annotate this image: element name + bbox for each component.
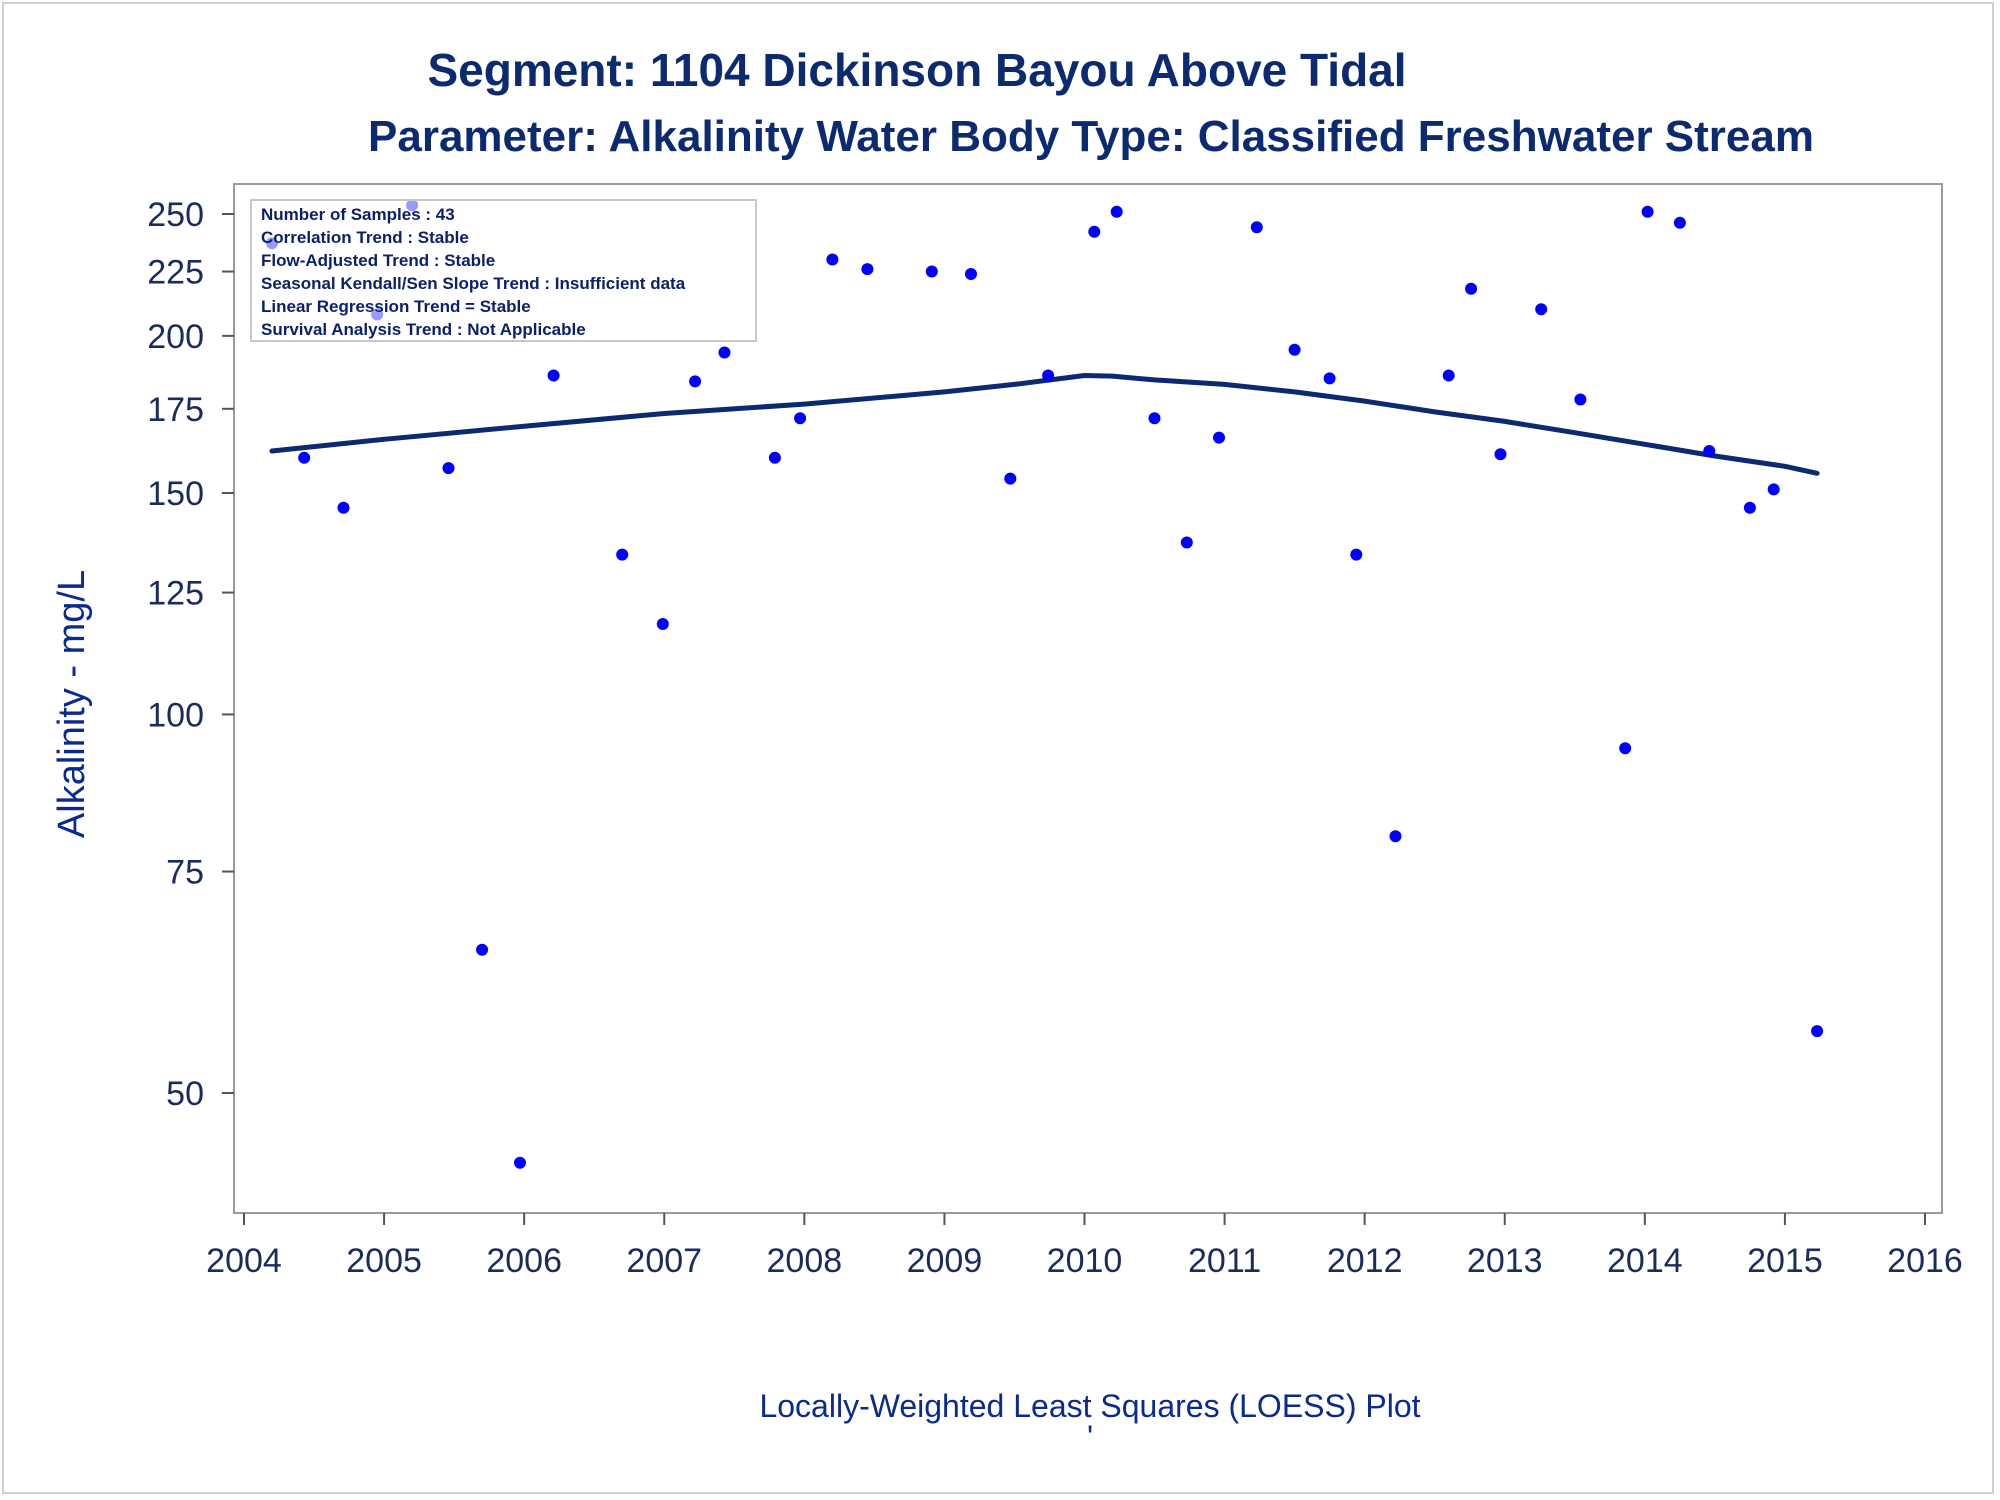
y-tick-label: 100 [147,696,204,734]
loess-layer [269,373,1820,476]
x-tick-label: 2014 [1607,1242,1683,1280]
data-point [1180,536,1193,549]
data-point [1042,369,1055,382]
data-point [1743,501,1756,514]
x-tick-label: 2010 [1047,1242,1123,1280]
data-point [1323,372,1336,385]
data-point [965,268,977,280]
data-point [1465,282,1478,295]
data-point [1213,431,1225,444]
data-point [1767,483,1780,496]
x-tick-label: 2015 [1747,1242,1823,1280]
data-point [1088,225,1101,238]
data-point [826,253,839,266]
data-point [925,265,938,278]
data-point [1494,448,1507,461]
y-tick-label: 250 [147,196,204,234]
data-point [337,501,350,514]
stats-box-border [250,199,757,342]
stats-line-flow-adjusted: Flow-Adjusted Trend : Stable [261,251,495,270]
x-tick-label: 2007 [626,1242,702,1280]
chart-title: Segment: 1104 Dickinson Bayou Above Tida… [427,44,1406,96]
x-tick-label: 2011 [1188,1242,1261,1280]
data-point [1641,205,1654,218]
data-point [616,548,629,561]
y-tick-label: 175 [147,391,204,429]
x-tick-label: 2016 [1887,1242,1963,1280]
stats-box: Number of Samples : 43 Correlation Trend… [250,199,757,342]
data-point [689,375,702,388]
y-tick-label: 50 [166,1075,204,1113]
data-point [514,1156,526,1169]
data-point [1442,369,1455,382]
data-point [794,412,807,425]
data-point [547,369,560,382]
y-tick-label: 75 [166,854,204,892]
y-tick-label: 125 [147,575,204,613]
data-point [1619,742,1632,755]
stats-line-samples: Number of Samples : 43 [261,205,455,224]
x-tick-label: 2006 [486,1242,562,1280]
chart-subtitle: Parameter: Alkalinity Water Body Type: C… [368,112,1814,161]
stats-line-seasonal-kendall: Seasonal Kendall/Sen Slope Trend : Insuf… [261,274,686,293]
footnote-mark: ' [1087,1419,1093,1455]
data-point [298,451,311,464]
data-point [1574,393,1587,406]
x-tick-label: 2004 [206,1242,282,1280]
data-point [442,462,455,475]
data-point [1110,205,1123,218]
stats-line-survival-analysis: Survival Analysis Trend : Not Applicable [261,320,586,339]
y-tick-label: 200 [147,318,204,356]
x-axis: 2004 2005 2006 2007 2008 2009 2010 2011 2012 2013… [206,1213,1963,1280]
data-point [1535,303,1548,316]
data-point [768,451,781,464]
points-layer [266,199,1824,1169]
data-point [861,263,874,276]
data-point [1250,221,1263,234]
y-axis: 50 75 100 125 150 175 200 225 250 [147,196,234,1113]
data-point [1389,830,1402,843]
data-point [1288,343,1301,356]
data-point [718,346,731,359]
y-tick-label: 225 [147,254,204,292]
footnote: Locally-Weighted Least Squares (LOESS) P… [759,1388,1420,1424]
loess-line [269,373,1820,476]
data-point [1673,216,1686,229]
plot-border [233,183,1943,1214]
chart-canvas: Segment: 1104 Dickinson Bayou Above Tida… [51,44,1963,1455]
data-point [1811,1025,1824,1038]
y-tick-label: 150 [147,475,204,513]
x-tick-label: 2012 [1327,1242,1403,1280]
x-tick-label: 2005 [346,1242,422,1280]
stats-line-correlation: Correlation Trend : Stable [261,228,469,247]
data-point [476,943,489,956]
y-axis-label: Alkalinity - mg/L [51,570,93,838]
x-tick-label: 2013 [1467,1242,1543,1280]
x-tick-label: 2009 [907,1242,983,1280]
data-point [1350,548,1363,561]
stats-line-linear-regression: Linear Regression Trend = Stable [261,297,531,316]
data-point [1004,472,1017,485]
data-point [1148,412,1161,425]
x-tick-label: 2008 [767,1242,843,1280]
data-point [1703,445,1716,457]
data-point [656,618,669,630]
